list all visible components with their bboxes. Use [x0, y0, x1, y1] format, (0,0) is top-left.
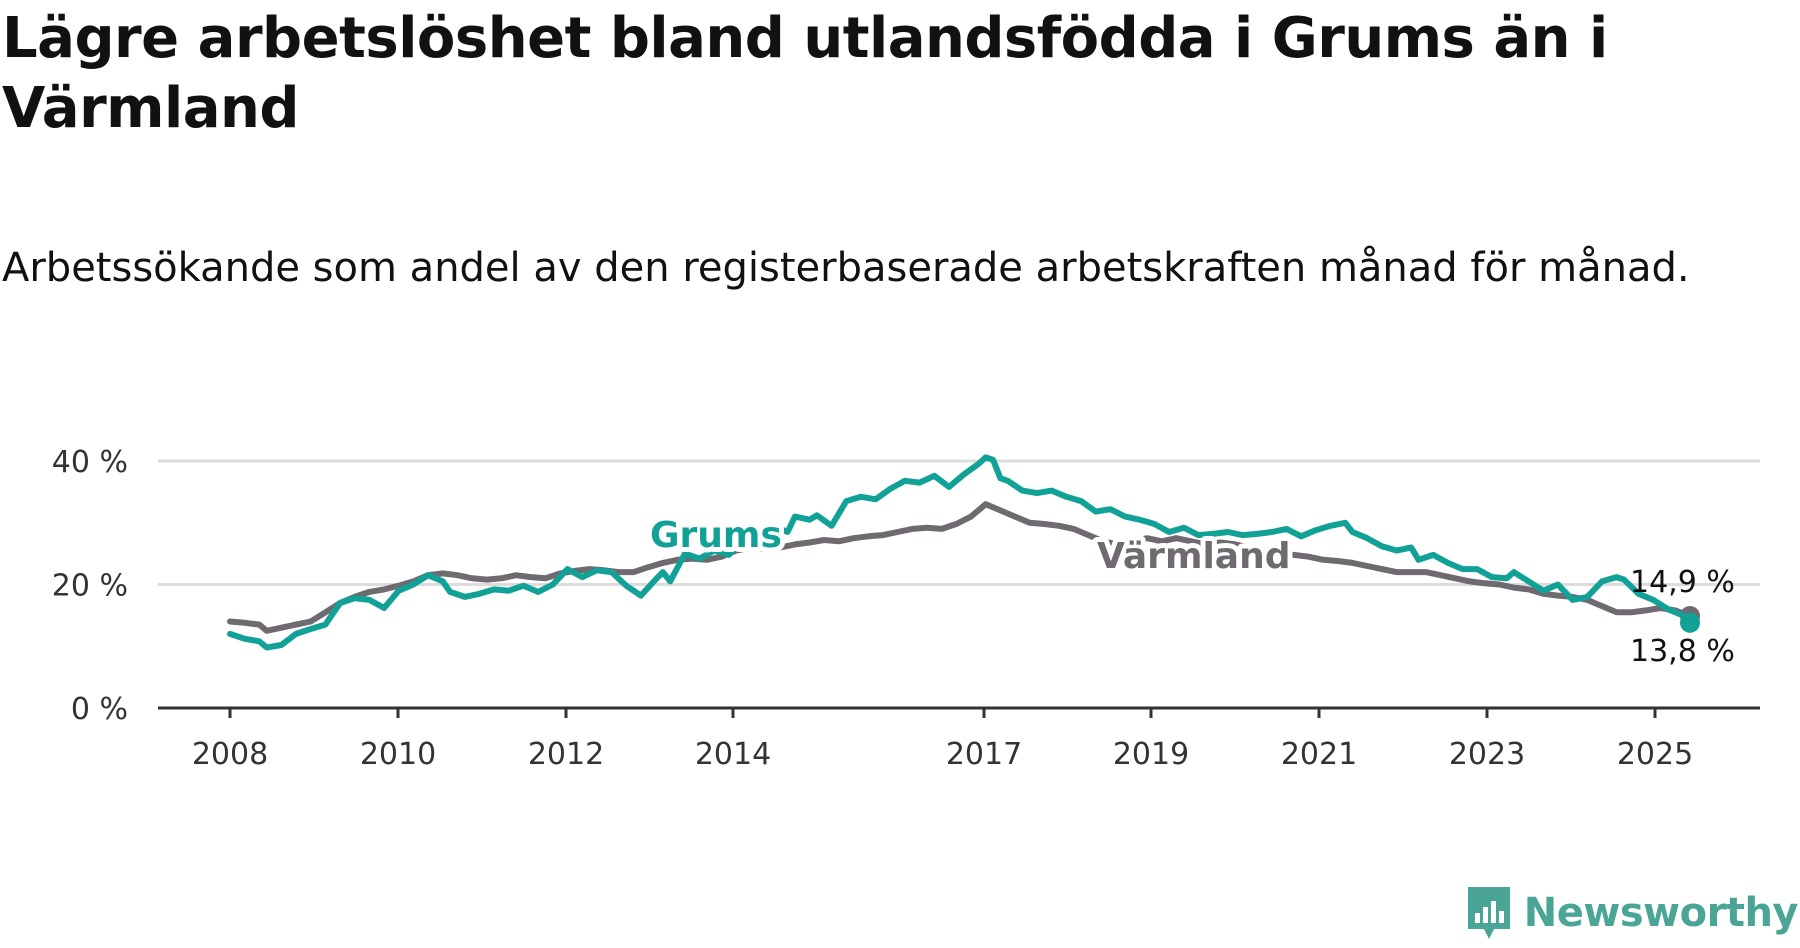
x-tick-label: 2014: [695, 737, 771, 772]
y-tick-label: 40 %: [52, 445, 128, 480]
series-line-grums: [227, 454, 1693, 651]
x-tick-label: 2008: [192, 737, 268, 772]
x-axis: 2008 2010 2012 2014 2017 2019 2021 2023 2025: [158, 706, 1760, 772]
chart-title: Lägre arbetslöshet bland utlandsfödda i …: [2, 6, 1608, 141]
y-axis-ticks: 0 % 20 % 40 %: [52, 445, 128, 727]
x-tick-label: 2010: [360, 737, 436, 772]
brand-name: Newsworthy: [1523, 890, 1799, 936]
y-tick-label: 0 %: [71, 692, 128, 727]
x-tick-label: 2023: [1449, 737, 1525, 772]
x-tick-label: 2025: [1617, 737, 1693, 772]
x-tick-label: 2017: [946, 737, 1022, 772]
series-label-grums: Grums: [650, 515, 782, 556]
newsworthy-logo-icon: [1467, 887, 1510, 939]
series-line-varmland: [227, 501, 1693, 634]
x-tick-label: 2012: [528, 737, 604, 772]
y-tick-label: 20 %: [52, 569, 128, 604]
series-lines: [227, 454, 1700, 651]
series-labels: Grums Värmland 14,9 % 13,8 %: [645, 510, 1735, 669]
newsworthy-brand: Newsworthy: [1464, 878, 1800, 948]
end-label-grums: 13,8 %: [1630, 634, 1735, 669]
end-point-grums: [1680, 612, 1700, 633]
end-label-varmland: 14,9 %: [1630, 565, 1735, 600]
chart-subtitle: Arbetssökande som andel av den registerb…: [2, 245, 1690, 291]
series-label-varmland: Värmland: [1097, 536, 1290, 577]
x-tick-label: 2021: [1281, 737, 1357, 772]
x-tick-label: 2019: [1113, 737, 1189, 772]
